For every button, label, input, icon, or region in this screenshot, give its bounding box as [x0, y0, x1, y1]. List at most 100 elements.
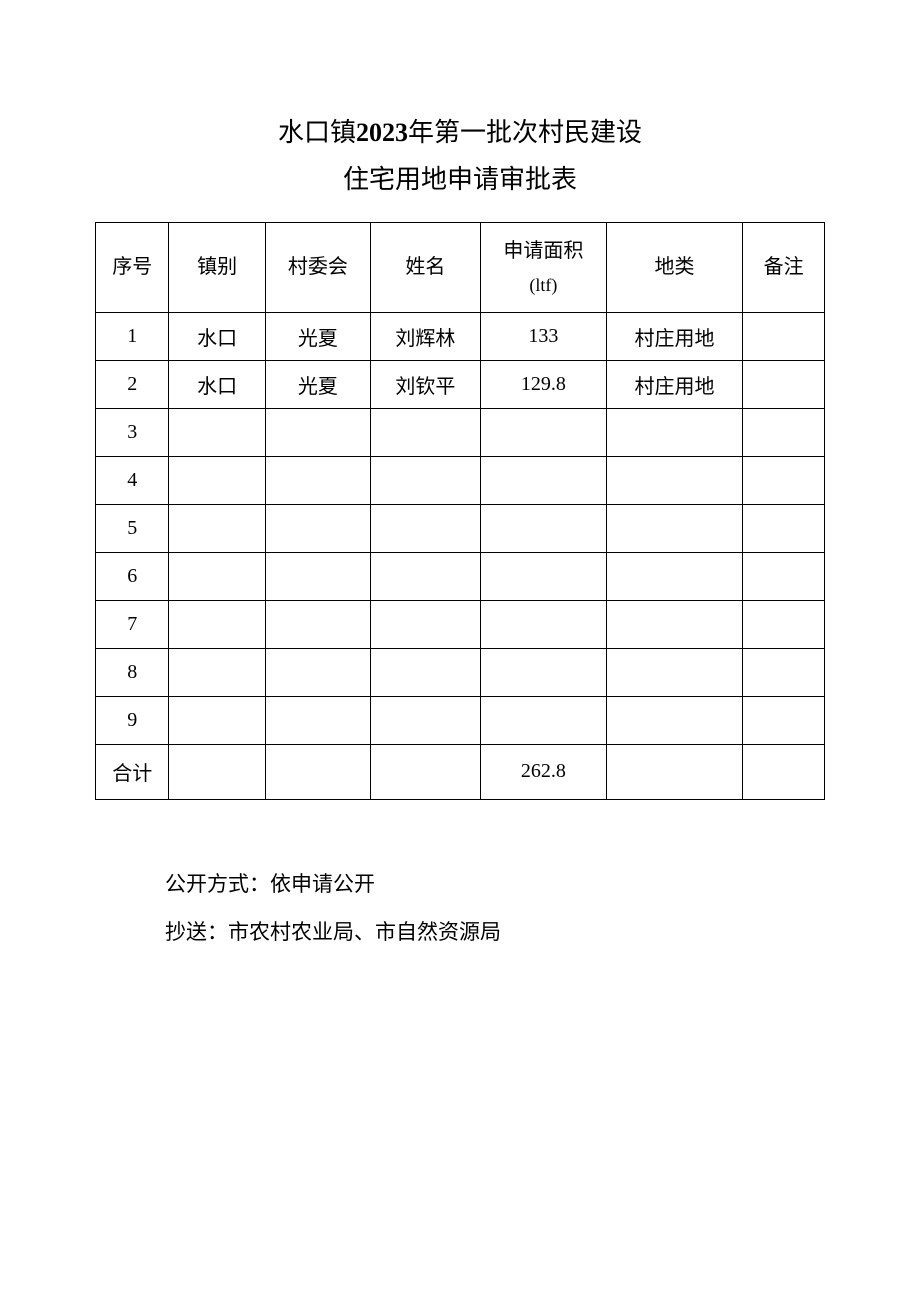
- table-row: 6: [96, 552, 825, 600]
- cell-village: [265, 552, 370, 600]
- table-body: 1水口光夏刘辉林133村庄用地2水口光夏刘钦平129.8村庄用地3456789合…: [96, 312, 825, 799]
- table-row: 1水口光夏刘辉林133村庄用地: [96, 312, 825, 360]
- cell-area: [480, 696, 606, 744]
- title-year: 2023: [356, 118, 408, 147]
- total-empty: [743, 744, 825, 799]
- header-area-unit: (ltf): [481, 269, 606, 301]
- cell-seq: 3: [96, 408, 169, 456]
- cell-type: [606, 648, 742, 696]
- cell-name: [370, 696, 480, 744]
- total-area: 262.8: [480, 744, 606, 799]
- cell-seq: 9: [96, 696, 169, 744]
- header-area-label: 申请面积: [481, 233, 606, 269]
- cell-remark: [743, 456, 825, 504]
- cell-type: [606, 696, 742, 744]
- table-row: 2水口光夏刘钦平129.8村庄用地: [96, 360, 825, 408]
- cell-remark: [743, 408, 825, 456]
- header-village: 村委会: [265, 222, 370, 312]
- cell-village: 光夏: [265, 312, 370, 360]
- cell-type: 村庄用地: [606, 312, 742, 360]
- cell-area: [480, 552, 606, 600]
- table-row: 4: [96, 456, 825, 504]
- cell-seq: 2: [96, 360, 169, 408]
- cell-remark: [743, 696, 825, 744]
- header-remark: 备注: [743, 222, 825, 312]
- disclosure-method: 公开方式：依申请公开: [165, 860, 825, 908]
- copy-to: 抄送：市农村农业局、市自然资源局: [165, 908, 825, 956]
- cell-name: 刘辉林: [370, 312, 480, 360]
- header-name: 姓名: [370, 222, 480, 312]
- cell-type: [606, 552, 742, 600]
- total-empty: [265, 744, 370, 799]
- cell-type: [606, 504, 742, 552]
- cell-area: [480, 456, 606, 504]
- cell-name: [370, 648, 480, 696]
- cell-area: [480, 408, 606, 456]
- cell-name: [370, 600, 480, 648]
- table-total-row: 合计 262.8: [96, 744, 825, 799]
- total-empty: [606, 744, 742, 799]
- cell-seq: 4: [96, 456, 169, 504]
- cell-area: 133: [480, 312, 606, 360]
- cell-town: [169, 696, 266, 744]
- total-empty: [370, 744, 480, 799]
- table-row: 9: [96, 696, 825, 744]
- document-title-line1: 水口镇2023年第一批次村民建设: [95, 110, 825, 157]
- cell-town: [169, 456, 266, 504]
- cell-type: [606, 456, 742, 504]
- cell-seq: 1: [96, 312, 169, 360]
- cell-type: [606, 600, 742, 648]
- header-town: 镇别: [169, 222, 266, 312]
- cell-area: 129.8: [480, 360, 606, 408]
- title-prefix: 水口镇: [278, 118, 356, 147]
- cell-name: 刘钦平: [370, 360, 480, 408]
- cell-town: [169, 648, 266, 696]
- cell-remark: [743, 504, 825, 552]
- cell-seq: 5: [96, 504, 169, 552]
- cell-village: [265, 456, 370, 504]
- cell-type: 村庄用地: [606, 360, 742, 408]
- cell-name: [370, 408, 480, 456]
- cell-town: 水口: [169, 312, 266, 360]
- cell-remark: [743, 312, 825, 360]
- cell-town: [169, 600, 266, 648]
- cell-town: [169, 504, 266, 552]
- cell-village: [265, 408, 370, 456]
- cell-village: 光夏: [265, 360, 370, 408]
- header-area: 申请面积 (ltf): [480, 222, 606, 312]
- cell-village: [265, 504, 370, 552]
- cell-village: [265, 648, 370, 696]
- cell-village: [265, 600, 370, 648]
- table-row: 8: [96, 648, 825, 696]
- cell-town: [169, 552, 266, 600]
- table-row: 3: [96, 408, 825, 456]
- cell-seq: 6: [96, 552, 169, 600]
- cell-area: [480, 648, 606, 696]
- cell-name: [370, 552, 480, 600]
- total-label: 合计: [96, 744, 169, 799]
- cell-remark: [743, 648, 825, 696]
- footer-block: 公开方式：依申请公开 抄送：市农村农业局、市自然资源局: [95, 860, 825, 957]
- approval-table: 序号 镇别 村委会 姓名 申请面积 (ltf) 地类 备注 1水口光夏刘辉林13…: [95, 222, 825, 800]
- header-type: 地类: [606, 222, 742, 312]
- cell-seq: 7: [96, 600, 169, 648]
- cell-type: [606, 408, 742, 456]
- title-suffix: 年第一批次村民建设: [408, 118, 642, 147]
- cell-seq: 8: [96, 648, 169, 696]
- cell-area: [480, 600, 606, 648]
- table-row: 7: [96, 600, 825, 648]
- cell-village: [265, 696, 370, 744]
- cell-remark: [743, 360, 825, 408]
- cell-town: 水口: [169, 360, 266, 408]
- cell-remark: [743, 600, 825, 648]
- cell-area: [480, 504, 606, 552]
- cell-name: [370, 456, 480, 504]
- document-title-line2: 住宅用地申请审批表: [95, 157, 825, 204]
- cell-town: [169, 408, 266, 456]
- cell-remark: [743, 552, 825, 600]
- table-row: 5: [96, 504, 825, 552]
- header-seq: 序号: [96, 222, 169, 312]
- table-header-row: 序号 镇别 村委会 姓名 申请面积 (ltf) 地类 备注: [96, 222, 825, 312]
- cell-name: [370, 504, 480, 552]
- total-empty: [169, 744, 266, 799]
